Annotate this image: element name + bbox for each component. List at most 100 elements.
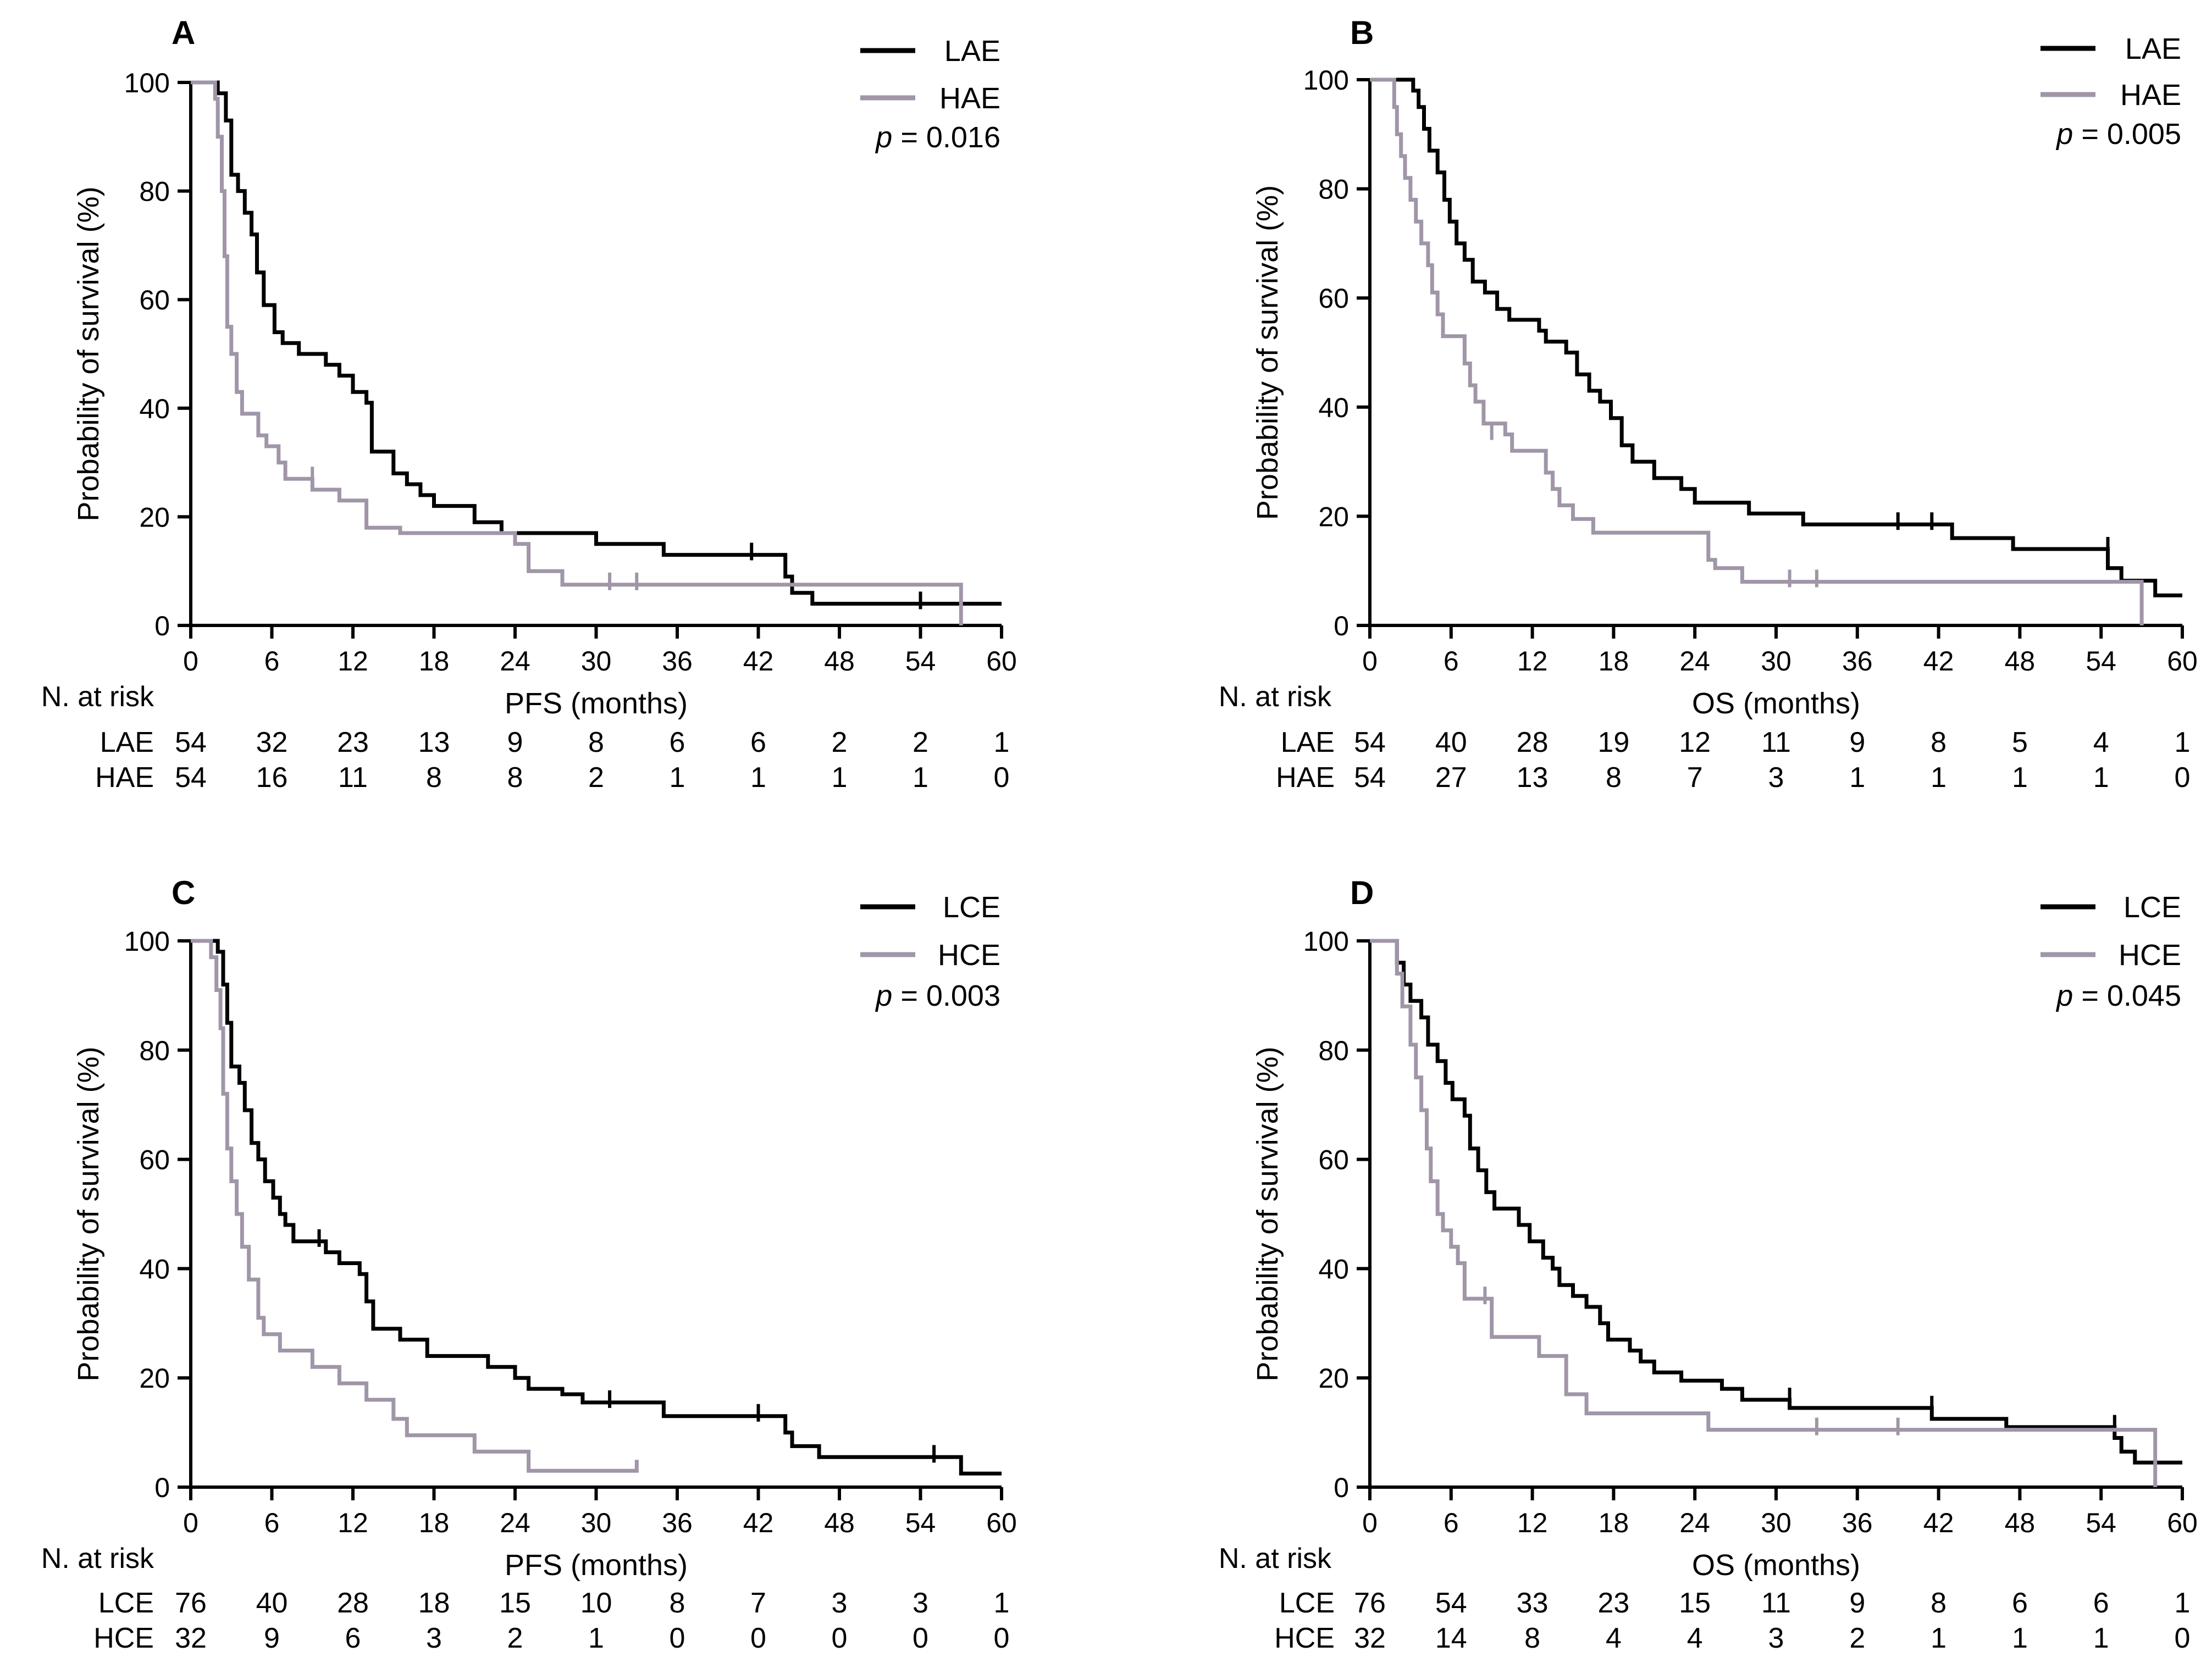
x-tick-label: 42 xyxy=(1923,1507,1954,1538)
y-tick-label: 20 xyxy=(1318,1363,1349,1394)
risk-count: 0 xyxy=(750,1622,766,1654)
legend-label-lae: LAE xyxy=(2125,32,2181,65)
risk-row-label: LCE xyxy=(1279,1587,1335,1619)
risk-count: 7 xyxy=(1687,762,1703,794)
panel-letter: C xyxy=(172,874,195,911)
y-axis-title: Probability of survival (%) xyxy=(1251,185,1284,520)
risk-count: 28 xyxy=(337,1587,369,1619)
x-tick-label: 24 xyxy=(1679,646,1710,677)
x-tick-label: 30 xyxy=(1761,1507,1791,1538)
legend-label-lce: LCE xyxy=(2123,891,2181,924)
x-tick-label: 42 xyxy=(743,646,774,677)
p-value: p = 0.016 xyxy=(875,121,1000,154)
risk-row-label: LAE xyxy=(1281,727,1335,758)
risk-count: 1 xyxy=(2012,1622,2028,1654)
x-tick-label: 6 xyxy=(264,1507,280,1538)
legend-label-lae: LAE xyxy=(944,35,1000,68)
legend-label-hae: HAE xyxy=(2120,79,2181,112)
risk-count: 2 xyxy=(588,762,604,794)
risk-table-title: N. at risk xyxy=(41,681,154,713)
x-tick-label: 48 xyxy=(824,646,855,677)
y-tick-label: 100 xyxy=(1303,926,1349,957)
x-tick-label: 12 xyxy=(1517,646,1548,677)
x-tick-label: 54 xyxy=(905,646,936,677)
y-tick-label: 0 xyxy=(1334,611,1349,641)
p-value: p = 0.003 xyxy=(875,979,1000,1012)
risk-count: 11 xyxy=(1761,727,1791,758)
risk-count: 1 xyxy=(1931,1622,1946,1654)
risk-count: 54 xyxy=(175,727,207,758)
risk-count: 23 xyxy=(337,727,369,758)
x-tick-label: 12 xyxy=(338,646,368,677)
y-tick-label: 80 xyxy=(1318,174,1349,205)
risk-row-label: HAE xyxy=(1276,762,1335,794)
risk-row-label: HCE xyxy=(93,1622,154,1654)
x-tick-label: 18 xyxy=(1599,646,1629,677)
x-tick-label: 36 xyxy=(662,1507,693,1538)
survival-curve-lce xyxy=(191,939,1002,1476)
risk-count: 9 xyxy=(507,727,523,758)
risk-count: 0 xyxy=(2175,762,2191,794)
x-tick-label: 60 xyxy=(986,646,1017,677)
x-tick-label: 18 xyxy=(419,1507,450,1538)
risk-count: 9 xyxy=(264,1622,280,1654)
risk-count: 32 xyxy=(1354,1622,1386,1654)
risk-count: 54 xyxy=(1354,762,1386,794)
risk-count: 32 xyxy=(256,727,288,758)
x-tick-label: 36 xyxy=(1842,646,1873,677)
risk-count: 8 xyxy=(670,1587,685,1619)
risk-count: 28 xyxy=(1517,727,1549,758)
risk-count: 2 xyxy=(832,727,848,758)
risk-count: 0 xyxy=(994,1622,1010,1654)
risk-count: 1 xyxy=(1849,762,1865,794)
risk-count: 76 xyxy=(1354,1587,1386,1619)
x-tick-label: 0 xyxy=(1362,646,1378,677)
risk-count: 1 xyxy=(750,762,766,794)
x-tick-label: 0 xyxy=(1362,1507,1378,1538)
risk-count: 1 xyxy=(2175,1587,2191,1619)
risk-count: 1 xyxy=(2093,762,2109,794)
legend-label-hce: HCE xyxy=(2119,939,2181,972)
survival-curve-lae xyxy=(1370,77,2182,597)
risk-row-label: HCE xyxy=(1274,1622,1335,1654)
risk-count: 11 xyxy=(338,762,368,794)
x-tick-label: 6 xyxy=(264,646,280,677)
risk-count: 1 xyxy=(994,1587,1010,1619)
panel-letter: B xyxy=(1350,14,1374,51)
x-tick-label: 30 xyxy=(1761,646,1791,677)
y-tick-label: 40 xyxy=(139,1254,170,1284)
risk-row-label: LCE xyxy=(98,1587,154,1619)
survival-curve-hce xyxy=(1370,939,2158,1487)
y-tick-label: 0 xyxy=(1334,1472,1349,1503)
risk-count: 0 xyxy=(2175,1622,2191,1654)
risk-count: 1 xyxy=(913,762,928,794)
x-tick-label: 0 xyxy=(183,646,198,677)
risk-count: 0 xyxy=(670,1622,685,1654)
risk-count: 1 xyxy=(2012,762,2028,794)
y-tick-label: 60 xyxy=(1318,1145,1349,1176)
survival-curve-lce xyxy=(1370,939,2182,1465)
p-value: p = 0.005 xyxy=(2055,118,2181,151)
y-tick-label: 100 xyxy=(124,68,170,98)
x-tick-label: 30 xyxy=(581,646,612,677)
x-tick-label: 60 xyxy=(2167,1507,2198,1538)
x-tick-label: 0 xyxy=(183,1507,198,1538)
risk-count: 7 xyxy=(750,1587,766,1619)
risk-count: 2 xyxy=(1849,1622,1865,1654)
risk-row-label: LAE xyxy=(100,727,154,758)
risk-table-title: N. at risk xyxy=(41,1543,154,1575)
risk-count: 8 xyxy=(426,762,442,794)
risk-count: 4 xyxy=(2093,727,2109,758)
x-tick-label: 18 xyxy=(419,646,450,677)
risk-count: 8 xyxy=(507,762,523,794)
y-tick-label: 60 xyxy=(139,1145,170,1176)
risk-count: 1 xyxy=(1931,762,1946,794)
y-tick-label: 0 xyxy=(154,1472,170,1503)
y-tick-label: 20 xyxy=(1318,501,1349,532)
y-tick-label: 20 xyxy=(139,502,170,533)
x-axis-title: PFS (months) xyxy=(505,1549,688,1582)
risk-count: 8 xyxy=(588,727,604,758)
risk-count: 6 xyxy=(750,727,766,758)
risk-count: 8 xyxy=(1524,1622,1540,1654)
